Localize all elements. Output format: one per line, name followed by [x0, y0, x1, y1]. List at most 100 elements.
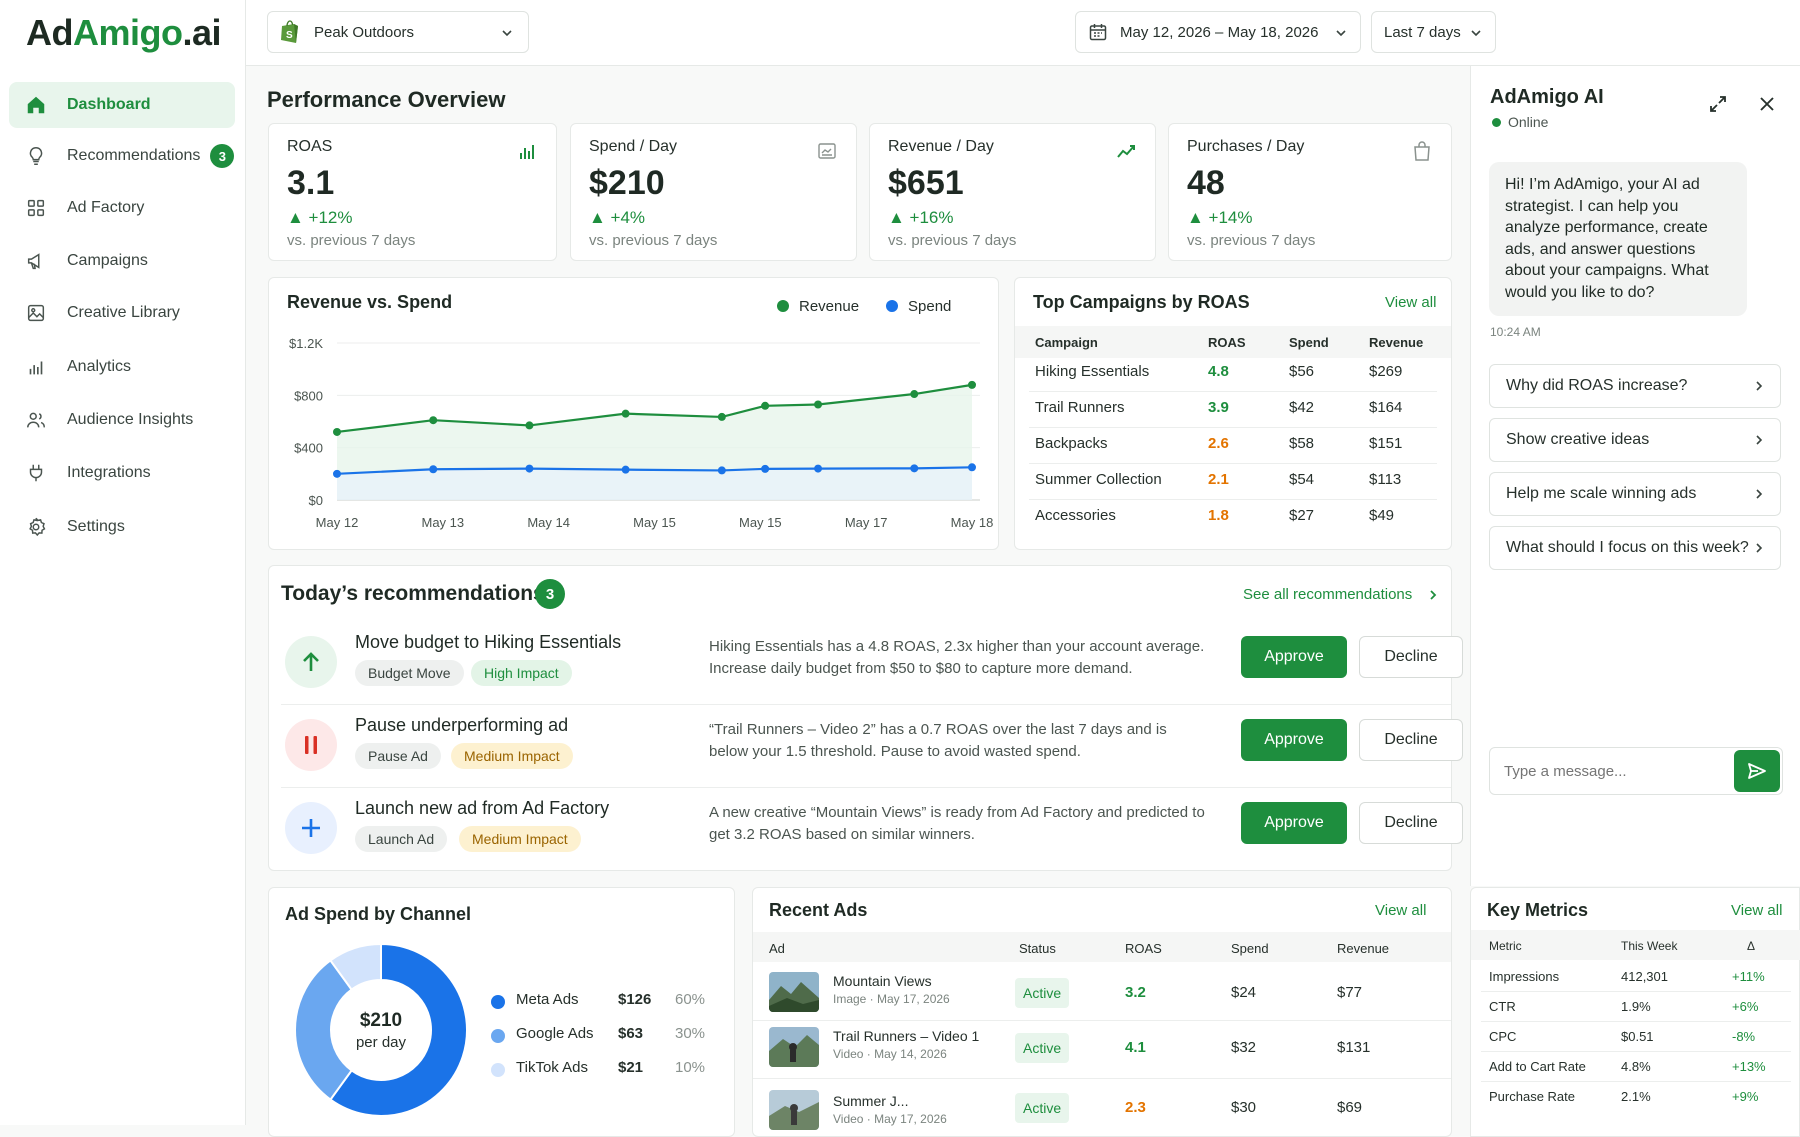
suggestion-button[interactable]: Show creative ideas	[1489, 418, 1781, 462]
kpi-value: $651	[888, 164, 964, 202]
close-icon[interactable]	[1759, 96, 1775, 112]
sidebar-item-integrations[interactable]: Integrations	[9, 450, 235, 496]
column-header: Spend	[1231, 941, 1269, 956]
top-campaigns-view-all-link[interactable]: View all	[1385, 294, 1437, 311]
logo-part-2: Amigo	[73, 12, 183, 53]
recent-ads-view-all-link[interactable]: View all	[1375, 902, 1427, 919]
kpi-label: Spend / Day	[589, 138, 678, 155]
column-header: This Week	[1621, 939, 1678, 953]
suggestion-button[interactable]: Why did ROAS increase?	[1489, 364, 1781, 408]
campaign-roas: 2.1	[1208, 471, 1229, 488]
campaign-name[interactable]: Backpacks	[1035, 435, 1108, 452]
chevron-down-icon	[1471, 30, 1481, 37]
x-tick-label: May 13	[422, 515, 465, 530]
spend-point	[333, 469, 341, 478]
recommendation-type-tag: Launch Ad	[355, 826, 448, 852]
ad-roas: 2.3	[1125, 1099, 1146, 1116]
chevron-down-icon	[502, 30, 512, 37]
decline-button[interactable]: Decline	[1359, 719, 1463, 761]
kpi-value: 3.1	[287, 164, 335, 202]
chart-title: Revenue vs. Spend	[287, 292, 453, 312]
legend-swatch	[491, 1063, 505, 1077]
ad-name[interactable]: Summer J...	[833, 1093, 909, 1109]
ad-thumbnail[interactable]	[769, 1090, 819, 1130]
ad-thumbnail[interactable]	[769, 1027, 819, 1067]
store-selector[interactable]: S Peak Outdoors	[267, 11, 529, 53]
campaign-spend: $42	[1289, 399, 1315, 416]
suggestion-button[interactable]: What should I focus on this week?	[1489, 526, 1781, 570]
message-timestamp: 10:24 AM	[1490, 325, 1541, 339]
svg-text:S: S	[286, 30, 293, 41]
metric-name: Purchase Rate	[1489, 1089, 1575, 1104]
top-campaigns-title: Top Campaigns by ROAS	[1033, 292, 1250, 312]
campaign-name[interactable]: Accessories	[1035, 507, 1116, 524]
ad-name[interactable]: Mountain Views	[833, 973, 932, 989]
sidebar-item-dashboard[interactable]: Dashboard	[9, 82, 235, 128]
sidebar-item-ad-factory[interactable]: Ad Factory	[9, 185, 235, 231]
campaign-name[interactable]: Trail Runners	[1035, 399, 1125, 416]
campaign-name[interactable]: Summer Collection	[1035, 471, 1162, 488]
revenue-point	[621, 409, 630, 418]
ad-roas: 3.2	[1125, 984, 1146, 1001]
recommendation-title: Launch new ad from Ad Factory	[355, 798, 610, 818]
impact-tag: Medium Impact	[451, 743, 573, 769]
ad-thumbnail[interactable]	[769, 972, 819, 1012]
send-button[interactable]	[1734, 750, 1780, 792]
revenue-point	[968, 380, 976, 389]
expand-icon[interactable]	[1708, 94, 1728, 114]
status-badge: Active	[1015, 1033, 1070, 1063]
metric-name: Impressions	[1489, 969, 1560, 984]
revenue-point	[525, 421, 534, 430]
period-selector[interactable]: Last 7 days	[1371, 11, 1496, 53]
revenue-point	[429, 416, 438, 425]
revenue-spend-chart[interactable]: $1.2K $800 $400 $0 May 12 May 13 May 14 May 15 M…	[269, 278, 998, 549]
channel-value: $126	[618, 991, 652, 1008]
sidebar-item-campaigns[interactable]: Campaigns	[9, 238, 235, 284]
kpi-card-purchases: Purchases / Day 48 ▲ +14% vs. previous 7…	[1168, 123, 1452, 261]
column-header: Metric	[1489, 939, 1522, 953]
spend-point	[525, 464, 534, 473]
home-icon	[27, 96, 45, 114]
ai-chat-panel: AdAmigo AI Online Hi! I’m AdAmigo, your …	[1470, 66, 1800, 886]
gear-icon	[29, 517, 46, 537]
sidebar-item-settings[interactable]: Settings	[9, 504, 235, 550]
ad-revenue: $69	[1337, 1099, 1363, 1116]
ad-name[interactable]: Trail Runners – Video 1	[833, 1028, 980, 1044]
brand-logo[interactable]: AdAmigo.ai	[26, 12, 222, 54]
donut-slice-google-ads[interactable]	[294, 959, 354, 1101]
ad-spend-by-channel-card: Ad Spend by Channel $210 per day Meta Ad…	[268, 887, 735, 1137]
sidebar-item-analytics[interactable]: Analytics	[9, 344, 235, 390]
decline-button[interactable]: Decline	[1359, 636, 1463, 678]
recommendation-item: Pause underperforming ad Pause Ad Medium…	[281, 709, 1463, 783]
sidebar-item-audience-insights[interactable]: Audience Insights	[9, 397, 235, 443]
approve-button[interactable]: Approve	[1241, 719, 1347, 761]
recommendation-title: Move budget to Hiking Essentials	[355, 632, 622, 652]
ad-meta: Video · May 14, 2026	[833, 1047, 947, 1061]
suggestion-button[interactable]: Help me scale winning ads	[1489, 472, 1781, 516]
donut-slice-meta-ads[interactable]	[329, 942, 468, 1117]
see-all-recommendations-link[interactable]: See all recommendations	[1243, 586, 1413, 603]
key-metrics-view-all-link[interactable]: View all	[1731, 902, 1783, 919]
sidebar-item-recommendations[interactable]: Recommendations 3	[9, 133, 235, 179]
chevron-right-icon[interactable]	[1427, 589, 1439, 601]
ad-spend-donut-chart[interactable]	[291, 940, 471, 1120]
x-tick-label: May 18	[951, 515, 994, 530]
campaign-spend: $27	[1289, 507, 1315, 524]
chevron-down-icon	[1336, 30, 1346, 37]
decline-button[interactable]: Decline	[1359, 802, 1463, 844]
recommendation-item: Launch new ad from Ad Factory Launch Ad …	[281, 792, 1463, 866]
status-badge: Active	[1015, 1093, 1070, 1123]
sidebar-item-label: Analytics	[67, 358, 132, 375]
donut-slice-tiktok-ads[interactable]	[329, 942, 382, 991]
recommendations-count-badge: 3	[210, 144, 235, 168]
sidebar-item-creative-library[interactable]: Creative Library	[9, 290, 235, 336]
sidebar-item-label: Audience Insights	[67, 411, 194, 428]
date-range-picker[interactable]: May 12, 2026 – May 18, 2026	[1075, 11, 1361, 53]
campaign-roas: 2.6	[1208, 435, 1229, 452]
ad-spend: $32	[1231, 1039, 1257, 1056]
approve-button[interactable]: Approve	[1241, 802, 1347, 844]
channel-name: Google Ads	[516, 1025, 594, 1042]
approve-button[interactable]: Approve	[1241, 636, 1347, 678]
column-header: Campaign	[1035, 335, 1098, 350]
campaign-name[interactable]: Hiking Essentials	[1035, 363, 1150, 380]
